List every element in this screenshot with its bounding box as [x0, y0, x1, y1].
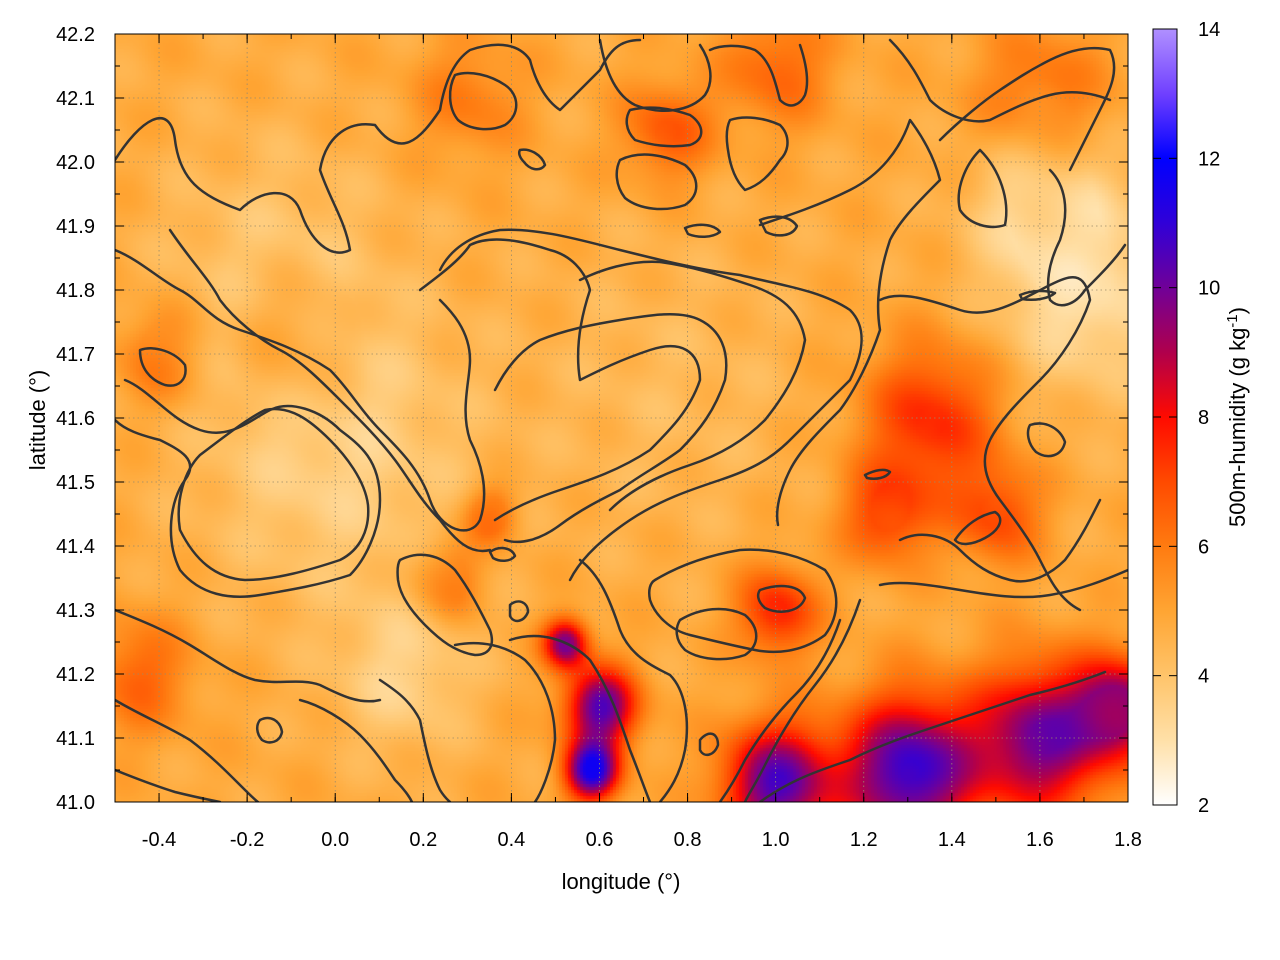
x-tick-label: 0.0 — [321, 829, 349, 851]
contour-line — [115, 248, 486, 532]
colorbar-label-end: ) — [1225, 307, 1250, 314]
colorbar-label: 500m-humidity (g kg-1) — [1224, 307, 1250, 527]
colorbar-tick-label: 10 — [1198, 278, 1220, 300]
y-tick-label: 41.9 — [56, 216, 95, 238]
y-tick-label: 41.5 — [56, 472, 95, 494]
contour-line — [115, 38, 642, 254]
contour-line — [758, 118, 942, 527]
y-axis-label: latitude (°) — [25, 370, 50, 471]
contour-line — [438, 228, 863, 582]
y-tick-label: 42.0 — [56, 152, 95, 174]
contour-line — [578, 558, 689, 802]
contour-line — [298, 698, 414, 802]
colorbar-tick-label: 6 — [1198, 536, 1209, 558]
humidity-field — [115, 34, 1128, 802]
colorbar-tick-label: 4 — [1198, 666, 1209, 688]
contour-line — [418, 238, 702, 522]
contour-line — [938, 46, 1116, 172]
contour-line — [743, 598, 862, 802]
x-tick-label: 1.2 — [850, 829, 878, 851]
heatmap-area — [115, 34, 1128, 802]
x-tick-label: 1.6 — [1026, 829, 1054, 851]
contour-line — [1026, 422, 1067, 458]
y-tick-label: 41.4 — [56, 536, 95, 558]
contour-line — [718, 618, 842, 802]
contour-line — [177, 407, 370, 582]
contour-line — [625, 106, 703, 148]
contour-line — [1018, 289, 1057, 301]
y-tick-label: 42.1 — [56, 88, 95, 110]
contour-line — [508, 600, 530, 623]
contour-line — [115, 768, 222, 802]
y-tick-label: 41.8 — [56, 280, 95, 302]
x-axis-ticks: -0.4 -0.2 0.0 0.2 0.4 0.6 0.8 1.0 1.2 1.4 1.6 1.8 — [114, 34, 1142, 851]
colorbar-tick-label: 12 — [1198, 148, 1220, 170]
x-tick-label: 1.8 — [1114, 829, 1142, 851]
contour-line — [168, 228, 492, 553]
contour-line — [878, 568, 1128, 599]
y-axis-ticks: 41.0 41.1 41.2 41.3 41.4 41.5 41.6 41.7 41.8 41.9… — [56, 24, 1128, 814]
x-tick-label: 1.4 — [938, 829, 966, 851]
contour-line — [957, 148, 1008, 229]
y-tick-label: 41.2 — [56, 664, 95, 686]
x-tick-label: 0.2 — [409, 829, 437, 851]
contour-line — [378, 678, 452, 802]
contour-line — [953, 510, 1002, 546]
contour-line — [708, 43, 809, 107]
contour-line — [647, 548, 838, 654]
contour-line — [683, 223, 722, 238]
contour-line — [115, 698, 260, 802]
y-tick-label: 42.2 — [56, 24, 95, 46]
contour-line — [448, 71, 518, 131]
contour-line — [517, 148, 547, 171]
colorbar-tick-label: 14 — [1198, 19, 1220, 41]
contour-line — [256, 716, 284, 744]
x-tick-label: 0.8 — [674, 829, 702, 851]
contour-line — [493, 312, 728, 544]
contour-line — [758, 670, 1107, 802]
contour-line — [488, 546, 517, 562]
contour-line — [578, 260, 807, 512]
contour-line — [863, 468, 892, 480]
contour-line — [675, 607, 758, 661]
contour-line — [725, 116, 789, 192]
contour-lines — [115, 38, 1128, 802]
colorbar-ticks: 2 4 6 8 10 12 14 — [1153, 19, 1220, 817]
contour-line — [508, 634, 652, 802]
x-tick-label: 0.4 — [497, 829, 525, 851]
y-tick-label: 41.0 — [56, 792, 95, 814]
x-tick-label: 1.0 — [762, 829, 790, 851]
contour-line — [615, 153, 698, 211]
contour-line — [758, 215, 799, 237]
contour-line — [756, 584, 807, 613]
contour-line — [1046, 168, 1127, 307]
contour-line — [888, 38, 1112, 123]
contour-line — [396, 553, 494, 657]
contour-line — [115, 608, 382, 703]
contour-line — [453, 641, 557, 802]
colorbar: 2 4 6 8 10 12 14 500m-humidity (g kg-1) — [1152, 19, 1250, 817]
contour-line — [138, 347, 187, 387]
colorbar-tick-label: 8 — [1198, 407, 1209, 429]
x-tick-label: -0.4 — [142, 829, 176, 851]
y-tick-label: 41.1 — [56, 728, 95, 750]
x-tick-label: -0.2 — [230, 829, 264, 851]
contour-line — [878, 276, 1092, 612]
colorbar-label-sup: -1 — [1224, 314, 1241, 327]
y-tick-label: 41.7 — [56, 344, 95, 366]
colorbar-tick-label: 2 — [1198, 795, 1209, 817]
y-tick-label: 41.6 — [56, 408, 95, 430]
x-axis-label: longitude (°) — [562, 869, 681, 894]
colorbar-label-main: 500m-humidity (g kg — [1225, 328, 1250, 527]
contour-line — [698, 732, 720, 757]
x-tick-label: 0.6 — [586, 829, 614, 851]
y-tick-label: 41.3 — [56, 600, 95, 622]
contour-line — [898, 498, 1102, 583]
grid-lines — [115, 34, 1128, 802]
